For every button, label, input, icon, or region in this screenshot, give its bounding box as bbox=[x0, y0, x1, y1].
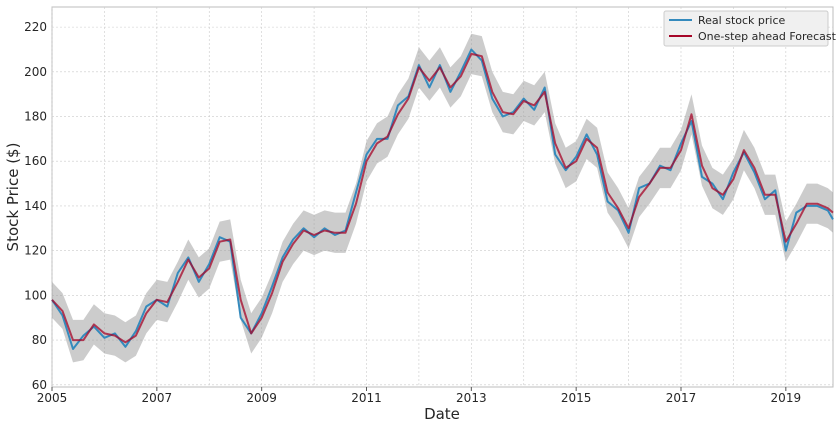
y-tick-label: 140 bbox=[24, 199, 47, 213]
legend-box bbox=[663, 10, 829, 47]
y-tick-label: 180 bbox=[24, 110, 47, 124]
grid-lines bbox=[51, 7, 833, 387]
y-axis-label: Stock Price ($) bbox=[4, 143, 22, 252]
confidence-band bbox=[52, 33, 833, 363]
y-tick-label: 160 bbox=[24, 154, 47, 168]
x-tick-label: 2015 bbox=[561, 391, 592, 405]
legend-real-label: Real stock price bbox=[698, 14, 786, 27]
y-tick-label: 60 bbox=[32, 378, 47, 392]
y-tick-label: 120 bbox=[24, 244, 47, 258]
x-tick-label: 2013 bbox=[456, 391, 487, 405]
x-tick-label: 2007 bbox=[142, 391, 173, 405]
x-tick-label: 2019 bbox=[771, 391, 802, 405]
y-tick-label: 100 bbox=[24, 288, 47, 302]
axis-ticks: 2005 2007 2009 2011 2013 2015 2017 2019 60 80 100 1… bbox=[24, 20, 801, 405]
y-tick-label: 200 bbox=[24, 65, 47, 79]
x-tick-label: 2017 bbox=[666, 391, 697, 405]
y-tick-label: 80 bbox=[32, 333, 47, 347]
legend: Real stock price One-step ahead Forecast bbox=[663, 10, 837, 47]
confidence-band-area bbox=[52, 33, 833, 363]
x-axis-label: Date bbox=[424, 405, 460, 423]
legend-forecast-label: One-step ahead Forecast bbox=[698, 30, 837, 43]
forecast-line bbox=[51, 52, 834, 344]
x-tick-label: 2005 bbox=[37, 391, 68, 405]
series-lines bbox=[51, 48, 834, 350]
x-tick-label: 2009 bbox=[246, 391, 277, 405]
x-tick-label: 2011 bbox=[351, 391, 382, 405]
y-tick-label: 220 bbox=[24, 20, 47, 34]
